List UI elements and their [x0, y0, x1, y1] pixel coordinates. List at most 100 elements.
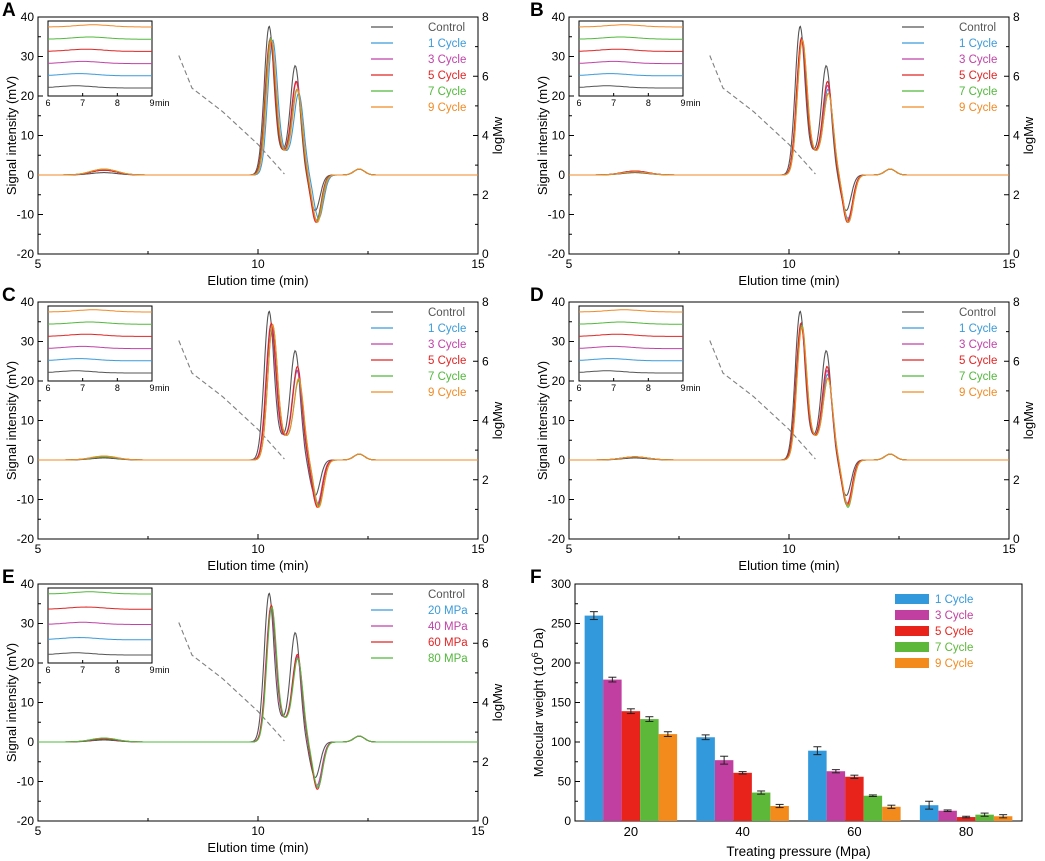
y2-tick-label: 8	[482, 577, 489, 591]
x-tick-label: 5	[35, 824, 42, 838]
inset-frame	[578, 305, 684, 382]
y-tick-label: 10	[552, 414, 566, 428]
inset-series-line	[578, 321, 683, 325]
x-tick-label: 15	[1002, 257, 1016, 271]
calibration-curve	[178, 622, 285, 742]
y-axis-label-unit: Da)	[531, 628, 546, 653]
legend-label: 1 Cycle	[959, 38, 997, 50]
bar	[938, 810, 957, 821]
legend-label: Control	[959, 307, 996, 319]
y-tick-label: 150	[551, 696, 571, 710]
inset-unit-label: min	[155, 665, 170, 675]
y-tick-label: 0	[558, 453, 565, 467]
legend-label: 1 Cycle	[428, 38, 466, 50]
inset-series-line	[47, 591, 152, 595]
inset-series-line	[47, 358, 152, 362]
inset-series-line	[578, 358, 683, 362]
panel-label: A	[2, 0, 16, 21]
y-tick-label: -20	[17, 532, 35, 546]
y2-axis-label: logMw	[490, 683, 505, 721]
legend-label: 7 Cycle	[935, 642, 973, 654]
y-tick-label: 50	[558, 775, 572, 789]
series-line	[38, 38, 478, 223]
legend-label: 20 MPa	[428, 605, 468, 617]
inset-tick-label: 7	[611, 98, 616, 108]
y2-tick-label: 4	[1013, 129, 1020, 143]
y-tick-label: 10	[21, 696, 35, 710]
inset-series-line	[579, 24, 683, 28]
x-axis-label: Elution time (min)	[207, 273, 308, 288]
bar	[714, 760, 734, 821]
y-tick-label: -20	[548, 532, 566, 546]
inset-unit-label: min	[686, 98, 701, 108]
y-tick-label: -20	[17, 247, 35, 261]
y-tick-label: 20	[21, 656, 35, 670]
bar	[845, 776, 864, 821]
y-axis-label: Molecular weight (106 Da)	[530, 628, 546, 778]
inset-unit-label: min	[686, 383, 701, 393]
bar	[603, 679, 622, 821]
y2-tick-label: 6	[482, 636, 489, 650]
legend-label: Control	[428, 307, 465, 319]
y-axis-label-text: Molecular weight (10	[531, 657, 546, 777]
inset-series-line	[47, 606, 152, 610]
inset-tick-label: 6	[45, 383, 50, 393]
x-axis-label: Elution time (min)	[738, 273, 839, 288]
y2-tick-label: 4	[1013, 414, 1020, 428]
inset-series-line	[578, 345, 683, 350]
panel-label: E	[2, 567, 15, 588]
y-tick-label: 40	[552, 295, 566, 309]
x-tick-label: 10	[782, 542, 796, 556]
legend-label: 5 Cycle	[428, 355, 466, 367]
y2-tick-label: 8	[482, 10, 489, 24]
inset-series-line	[47, 36, 152, 40]
y2-tick-label: 6	[1013, 69, 1020, 83]
inset-tick-label: 6	[45, 665, 50, 675]
y-tick-label: 0	[27, 168, 34, 182]
legend-label: Control	[959, 22, 996, 34]
inset-tick-label: 6	[45, 98, 50, 108]
legend-label: 7 Cycle	[959, 86, 997, 98]
series-line	[38, 606, 478, 789]
legend-label: 3 Cycle	[935, 610, 973, 622]
inset-series-line	[47, 60, 152, 65]
panel-b: B 5 10 15 -20 -10 0 10 20 30 40 0 2 4 6 8 Elution time (…	[530, 0, 1036, 288]
y-tick-label: 40	[21, 10, 35, 24]
inset-unit-label: min	[155, 383, 170, 393]
calibration-curve	[709, 340, 816, 460]
x-axis-label: Treating pressure (Mpa)	[726, 844, 870, 859]
x-tick-label: 5	[35, 257, 42, 271]
y-tick-label: 250	[551, 617, 571, 631]
legend-label: 3 Cycle	[428, 339, 466, 351]
inset-frame	[578, 20, 684, 97]
inset-series-line	[578, 73, 683, 77]
x-axis-label: Elution time (min)	[738, 558, 839, 573]
x-tick-label: 80	[959, 824, 973, 839]
y2-axis-label: logMw	[1021, 116, 1036, 154]
y2-tick-label: 2	[1013, 473, 1020, 487]
bar	[993, 816, 1013, 821]
y-tick-label: 300	[551, 577, 571, 591]
y2-tick-label: 2	[482, 755, 489, 769]
bar	[975, 814, 994, 821]
y2-tick-label: 8	[1013, 295, 1020, 309]
x-tick-label: 10	[251, 257, 265, 271]
bar	[863, 795, 883, 821]
y2-axis-label: logMw	[490, 401, 505, 439]
inset-tick-label: 6	[576, 383, 581, 393]
y-tick-label: 10	[21, 414, 35, 428]
y-tick-label: 0	[27, 735, 34, 749]
legend-swatch	[895, 642, 929, 652]
y-tick-label: 40	[21, 295, 35, 309]
inset-tick-label: 9	[149, 98, 154, 108]
y-tick-label: 30	[21, 617, 35, 631]
bar	[826, 771, 846, 821]
y2-tick-label: 6	[1013, 354, 1020, 368]
y-tick-label: 40	[552, 10, 566, 24]
x-tick-label: 15	[471, 257, 485, 271]
panel-label: F	[530, 567, 542, 588]
inset-series-line	[47, 345, 152, 350]
inset-series-line	[47, 73, 152, 77]
y2-tick-label: 4	[482, 414, 489, 428]
